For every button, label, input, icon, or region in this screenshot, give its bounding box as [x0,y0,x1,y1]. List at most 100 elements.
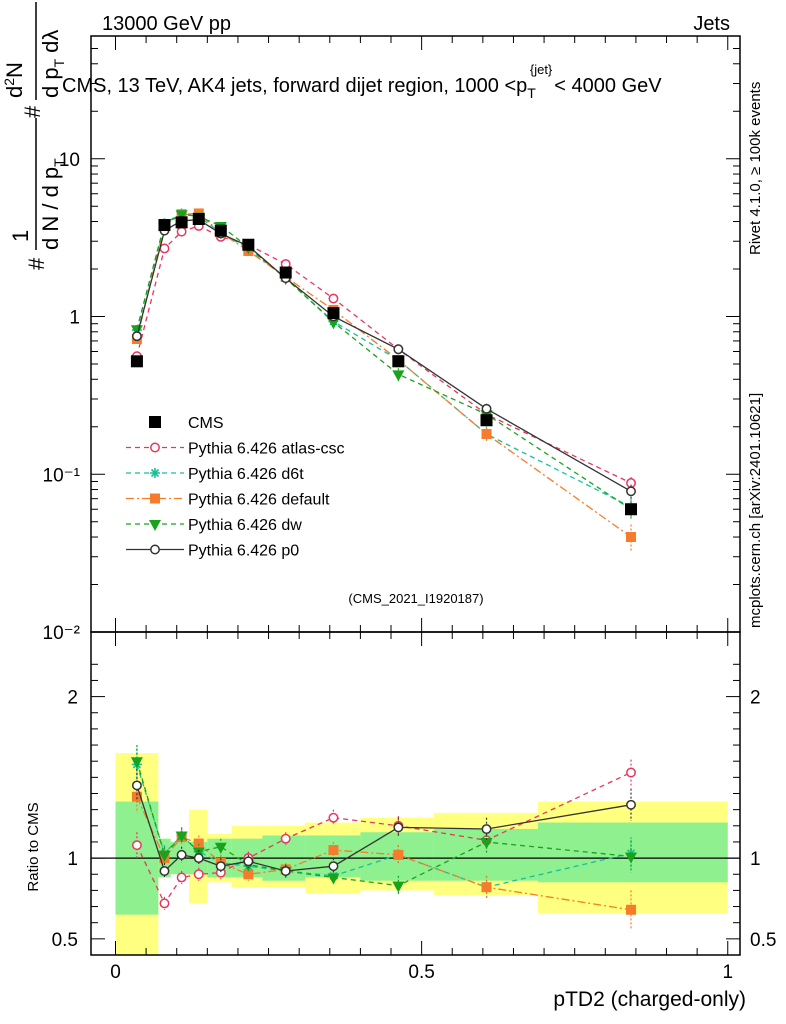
ratio-data-point [215,861,226,872]
ylabel-one: 1 [8,230,33,242]
analysis-watermark: (CMS_2021_I1920187) [348,591,483,606]
ratio-data-point [327,873,340,885]
main-data-point [131,331,142,342]
main-panel-series [130,208,638,553]
svg-text:1: 1 [8,230,33,242]
main-data-point [327,318,340,330]
ratio-data-point [159,866,170,876]
main-data-point [159,243,170,254]
ratio-data-point [280,866,291,876]
ratio-y-tick-label-left: 2 [67,688,78,709]
ratio-data-point [328,845,339,856]
main-series-line [136,212,632,538]
cms-data-point [392,355,405,368]
ratio-y-axis-label: Ratio to CMS [25,802,42,891]
ratio-data-point [214,842,227,854]
ratio-data-point [131,791,142,802]
legend-marker [150,468,160,478]
cms-data-point [242,238,255,251]
ratio-data-point [393,822,404,833]
svg-text:d N / d pT: d N / d pT [38,158,67,250]
main-series-line [136,225,632,484]
x-tick-label: 0 [110,962,121,983]
legend-label: Pythia 6.426 atlas-csc [188,441,345,458]
main-title: CMS, 13 TeV, AK4 jets, forward dijet reg… [62,62,662,101]
legend-label: Pythia 6.426 p0 [188,543,299,560]
legend-marker [149,520,161,531]
main-data-point [130,325,143,337]
axes: 0 0.5 1 10⁻² 10⁻¹ 1 10 0.5 0.5 1 1 2 2 [43,35,776,983]
ratio-data-point [131,840,142,851]
ylabel-numerator: d [2,86,27,98]
main-data-point [481,403,492,414]
main-title-sup: {jet} [530,62,553,77]
x-tick-label: 0.5 [408,962,434,983]
cms-data-point [279,266,292,279]
x-axis-label: pTD2 (charged-only) [553,988,746,1011]
ratio-data-point [243,869,254,880]
ylabel-dp: d p [38,67,63,98]
svg-text:d pTdλ: d pTdλ [38,30,67,98]
ratio-data-point [131,780,142,791]
header-left: 13000 GeV pp [102,13,231,35]
ratio-uncertainty-bands [91,753,740,955]
ratio-data-point [328,812,339,823]
ratio-panel-series [130,745,638,930]
main-data-point [392,370,405,382]
ratio-data-point [176,872,187,883]
cms-data-point [625,503,638,516]
cms-data-point [158,219,171,232]
ratio-data-point [393,849,404,860]
svg-text:d2N: d2N [1,62,27,98]
mcplots-text: mcplots.cern.ch [arXiv:2401.10621] [747,393,764,628]
ratio-data-point [328,861,339,872]
main-series-line [136,213,632,510]
ratio-data-point [626,904,637,915]
main-series-line [136,212,632,508]
ratio-data-point [481,824,492,834]
ratio-data-point [193,869,204,880]
ratio-y-tick-label-right: 0.5 [750,930,776,951]
ratio-data-point [626,767,636,778]
cms-data-point [480,414,493,427]
main-data-point [393,344,404,355]
y-tick-label: 10⁻¹ [43,465,81,486]
ylabel-dp-sub: T [51,58,67,67]
legend-cms-marker [149,416,161,428]
legend-marker [150,544,160,555]
ratio-y-tick-label-left: 1 [67,849,78,870]
legend-label: Pythia 6.426 d6t [188,466,304,483]
ratio-data-point [481,882,492,893]
ratio-y-tick-label-left: 0.5 [52,930,78,951]
main-data-point [626,486,636,497]
ratio-data-point [625,852,638,864]
ratio-data-point [392,881,405,893]
ratio-y-tick-label-right: 2 [750,688,761,709]
ratio-data-point [130,757,143,769]
main-data-point [175,210,188,222]
ratio-data-point [243,856,254,867]
main-data-point [626,532,637,543]
legend-marker [150,442,160,453]
main-data-point [176,226,187,237]
cms-data-point [175,216,188,229]
x-tick-label: 1 [722,962,733,983]
main-title-sub: T [527,85,536,101]
cms-data-point [327,307,340,320]
legend: CMS Pythia 6.426 atlas-csc Pythia 6.426 d6… [126,415,345,560]
main-title-prefix: CMS, 13 TeV, AK4 jets, forward dijet reg… [62,75,527,97]
ylabel-denominator-sub: T [51,158,67,167]
ratio-y-tick-label-right: 1 [750,849,761,870]
ratio-data-point [480,837,493,849]
ratio-data-point [175,831,188,843]
ylabel-hash2: # [20,105,45,118]
y-tick-label: 10 [59,150,80,171]
ratio-data-point [159,898,170,909]
cms-data-point [192,213,205,226]
main-data-point [481,428,492,439]
main-data-point [328,293,339,304]
ylabel-hash: # [24,257,49,270]
main-y-axis-label: # 1 d N / d pT # d2N d pTdλ [1,2,67,270]
ylabel-denominator: d N / d p [38,167,63,250]
